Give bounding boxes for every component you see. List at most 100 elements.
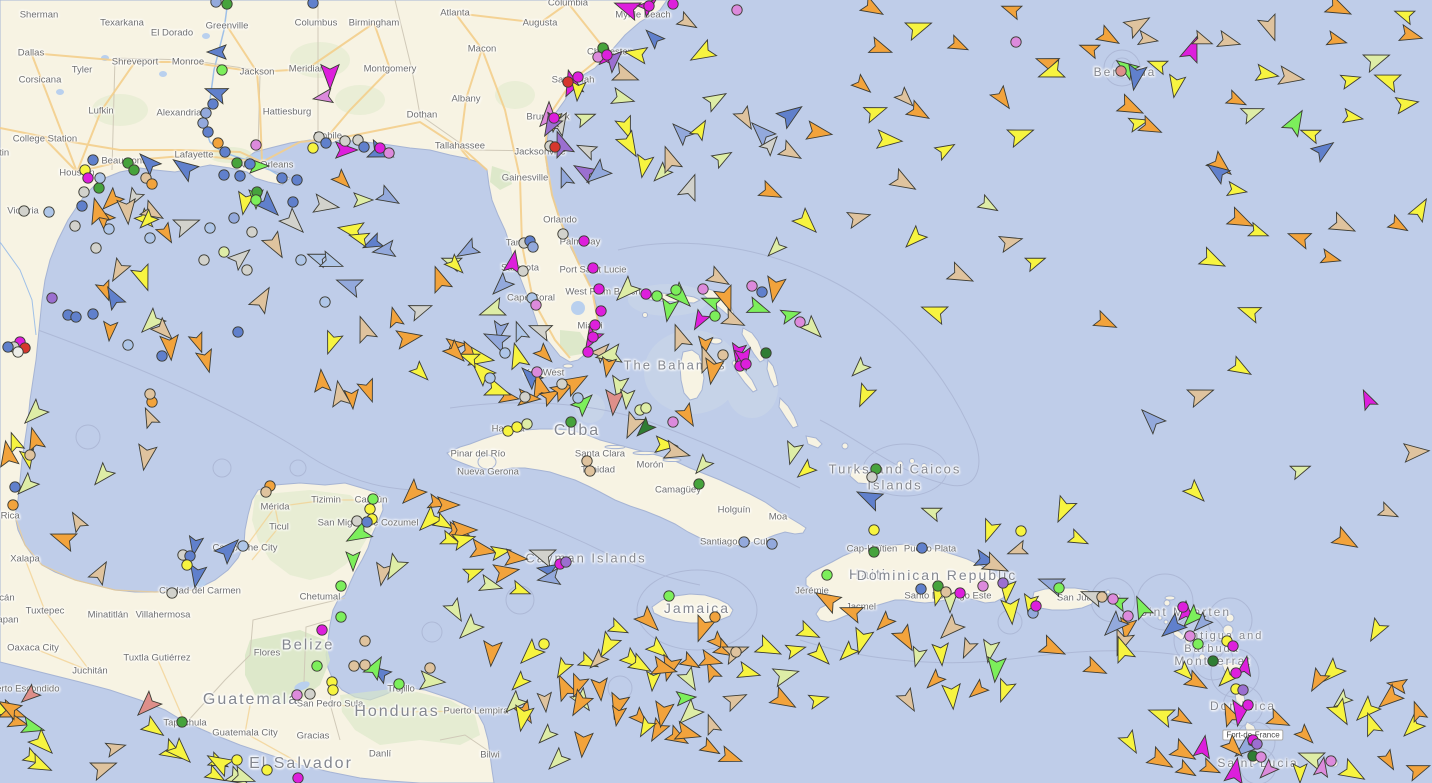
- vessel-arrow[interactable]: [342, 519, 374, 549]
- vessel-arrow[interactable]: [673, 697, 706, 729]
- vessel-arrow[interactable]: [634, 153, 655, 179]
- vessel-arrow[interactable]: [260, 230, 290, 261]
- vessel-arrow[interactable]: [720, 307, 748, 333]
- vessel-arrow[interactable]: [1255, 758, 1280, 782]
- vessel-arrow[interactable]: [0, 695, 24, 721]
- vessel-arrow[interactable]: [922, 668, 947, 692]
- vessel-arrow[interactable]: [1407, 195, 1432, 224]
- vessel-arrow[interactable]: [1168, 737, 1199, 767]
- vessel-arrow[interactable]: [1092, 309, 1120, 335]
- vessel-dot[interactable]: [868, 546, 880, 558]
- vessel-arrow[interactable]: [356, 377, 380, 405]
- vessel-dot[interactable]: [320, 137, 332, 149]
- vessel-arrow[interactable]: [1145, 745, 1176, 775]
- vessel-arrow[interactable]: [1376, 748, 1400, 773]
- vessel-dot[interactable]: [339, 135, 351, 147]
- vessel-arrow[interactable]: [353, 192, 375, 208]
- vessel-arrow[interactable]: [585, 648, 610, 672]
- vessel-dot[interactable]: [87, 308, 99, 320]
- vessel-arrow[interactable]: [1288, 460, 1313, 481]
- vessel-arrow[interactable]: [0, 439, 20, 468]
- vessel-arrow[interactable]: [320, 329, 344, 357]
- vessel-arrow[interactable]: [976, 193, 1001, 217]
- vessel-dot[interactable]: [232, 326, 244, 338]
- vessel-arrow[interactable]: [469, 538, 498, 561]
- vessel-arrow[interactable]: [212, 533, 244, 566]
- vessel-dot[interactable]: [640, 288, 652, 300]
- vessel-arrow[interactable]: [131, 689, 164, 721]
- vessel-dot[interactable]: [1015, 525, 1027, 537]
- vessel-arrow[interactable]: [688, 308, 712, 333]
- vessel-arrow[interactable]: [408, 360, 432, 384]
- vessel-dot[interactable]: [237, 540, 249, 552]
- vessel-arrow[interactable]: [1312, 755, 1331, 779]
- vessel-arrow[interactable]: [318, 250, 346, 274]
- vessel-arrow[interactable]: [988, 84, 1016, 113]
- vessel-arrow[interactable]: [24, 426, 47, 453]
- vessel-dot[interactable]: [484, 372, 496, 384]
- vessel-arrow[interactable]: [89, 461, 117, 490]
- vessel-arrow[interactable]: [536, 691, 553, 714]
- vessel-dot[interactable]: [276, 172, 288, 184]
- vessel-arrow[interactable]: [676, 665, 702, 694]
- vessel-arrow[interactable]: [768, 685, 799, 715]
- vessel-arrow[interactable]: [418, 670, 447, 691]
- vessel-arrow[interactable]: [431, 511, 456, 535]
- vessel-arrow[interactable]: [609, 704, 628, 728]
- vessel-arrow[interactable]: [1145, 702, 1177, 729]
- vessel-dot[interactable]: [218, 246, 230, 258]
- vessel-dot[interactable]: [18, 205, 30, 217]
- vessel-dot[interactable]: [738, 536, 750, 548]
- vessel-dot[interactable]: [572, 392, 584, 404]
- vessel-arrow[interactable]: [686, 38, 718, 68]
- vessel-dot[interactable]: [261, 764, 273, 776]
- vessel-arrow[interactable]: [1385, 676, 1409, 695]
- vessel-dot[interactable]: [221, 0, 233, 10]
- vessel-arrow[interactable]: [510, 319, 531, 344]
- vessel-arrow[interactable]: [837, 600, 865, 624]
- vessel-dot[interactable]: [291, 689, 303, 701]
- vessel-dot[interactable]: [24, 449, 36, 461]
- vessel-arrow[interactable]: [1225, 206, 1257, 234]
- vessel-dot[interactable]: [997, 577, 1009, 589]
- vessel-arrow[interactable]: [763, 236, 788, 260]
- vessel-dot[interactable]: [295, 254, 307, 266]
- vessel-arrow[interactable]: [1117, 728, 1143, 757]
- vessel-arrow[interactable]: [1397, 23, 1424, 46]
- vessel-arrow[interactable]: [312, 193, 341, 216]
- vessel-arrow[interactable]: [1376, 501, 1401, 523]
- vessel-arrow[interactable]: [1280, 106, 1310, 138]
- vessel-arrow[interactable]: [373, 561, 394, 587]
- vessel-arrow[interactable]: [560, 368, 591, 398]
- vessel-arrow[interactable]: [675, 690, 698, 707]
- vessel-arrow[interactable]: [374, 184, 403, 210]
- vessel-dot[interactable]: [663, 590, 675, 602]
- vessel-arrow[interactable]: [487, 271, 516, 300]
- vessel-arrow[interactable]: [1190, 29, 1215, 51]
- vessel-dot[interactable]: [593, 283, 605, 295]
- vessel-arrow[interactable]: [847, 356, 872, 380]
- vessel-dot[interactable]: [531, 366, 543, 378]
- vessel-arrow[interactable]: [858, 0, 887, 21]
- vessel-dot[interactable]: [2, 341, 14, 353]
- vessel-arrow[interactable]: [1156, 612, 1189, 643]
- vessel-arrow[interactable]: [551, 656, 575, 681]
- vessel-dot[interactable]: [572, 71, 584, 83]
- vessel-arrow[interactable]: [480, 326, 512, 354]
- vessel-arrow[interactable]: [1219, 733, 1248, 762]
- vessel-arrow[interactable]: [247, 283, 277, 315]
- vessel-dot[interactable]: [246, 226, 258, 238]
- vessel-arrow[interactable]: [205, 44, 227, 60]
- vessel-dot[interactable]: [527, 241, 539, 253]
- vessel-arrow[interactable]: [1357, 387, 1379, 412]
- vessel-dot[interactable]: [977, 580, 989, 592]
- vessel-arrow[interactable]: [514, 637, 547, 669]
- vessel-dot[interactable]: [316, 624, 328, 636]
- vessel-dot[interactable]: [176, 716, 188, 728]
- vessel-arrow[interactable]: [333, 272, 365, 299]
- vessel-dot[interactable]: [746, 280, 758, 292]
- vessel-arrow[interactable]: [104, 738, 127, 758]
- vessel-arrow[interactable]: [534, 723, 559, 747]
- vessel-arrow[interactable]: [1189, 611, 1214, 635]
- vessel-arrow[interactable]: [1197, 246, 1229, 274]
